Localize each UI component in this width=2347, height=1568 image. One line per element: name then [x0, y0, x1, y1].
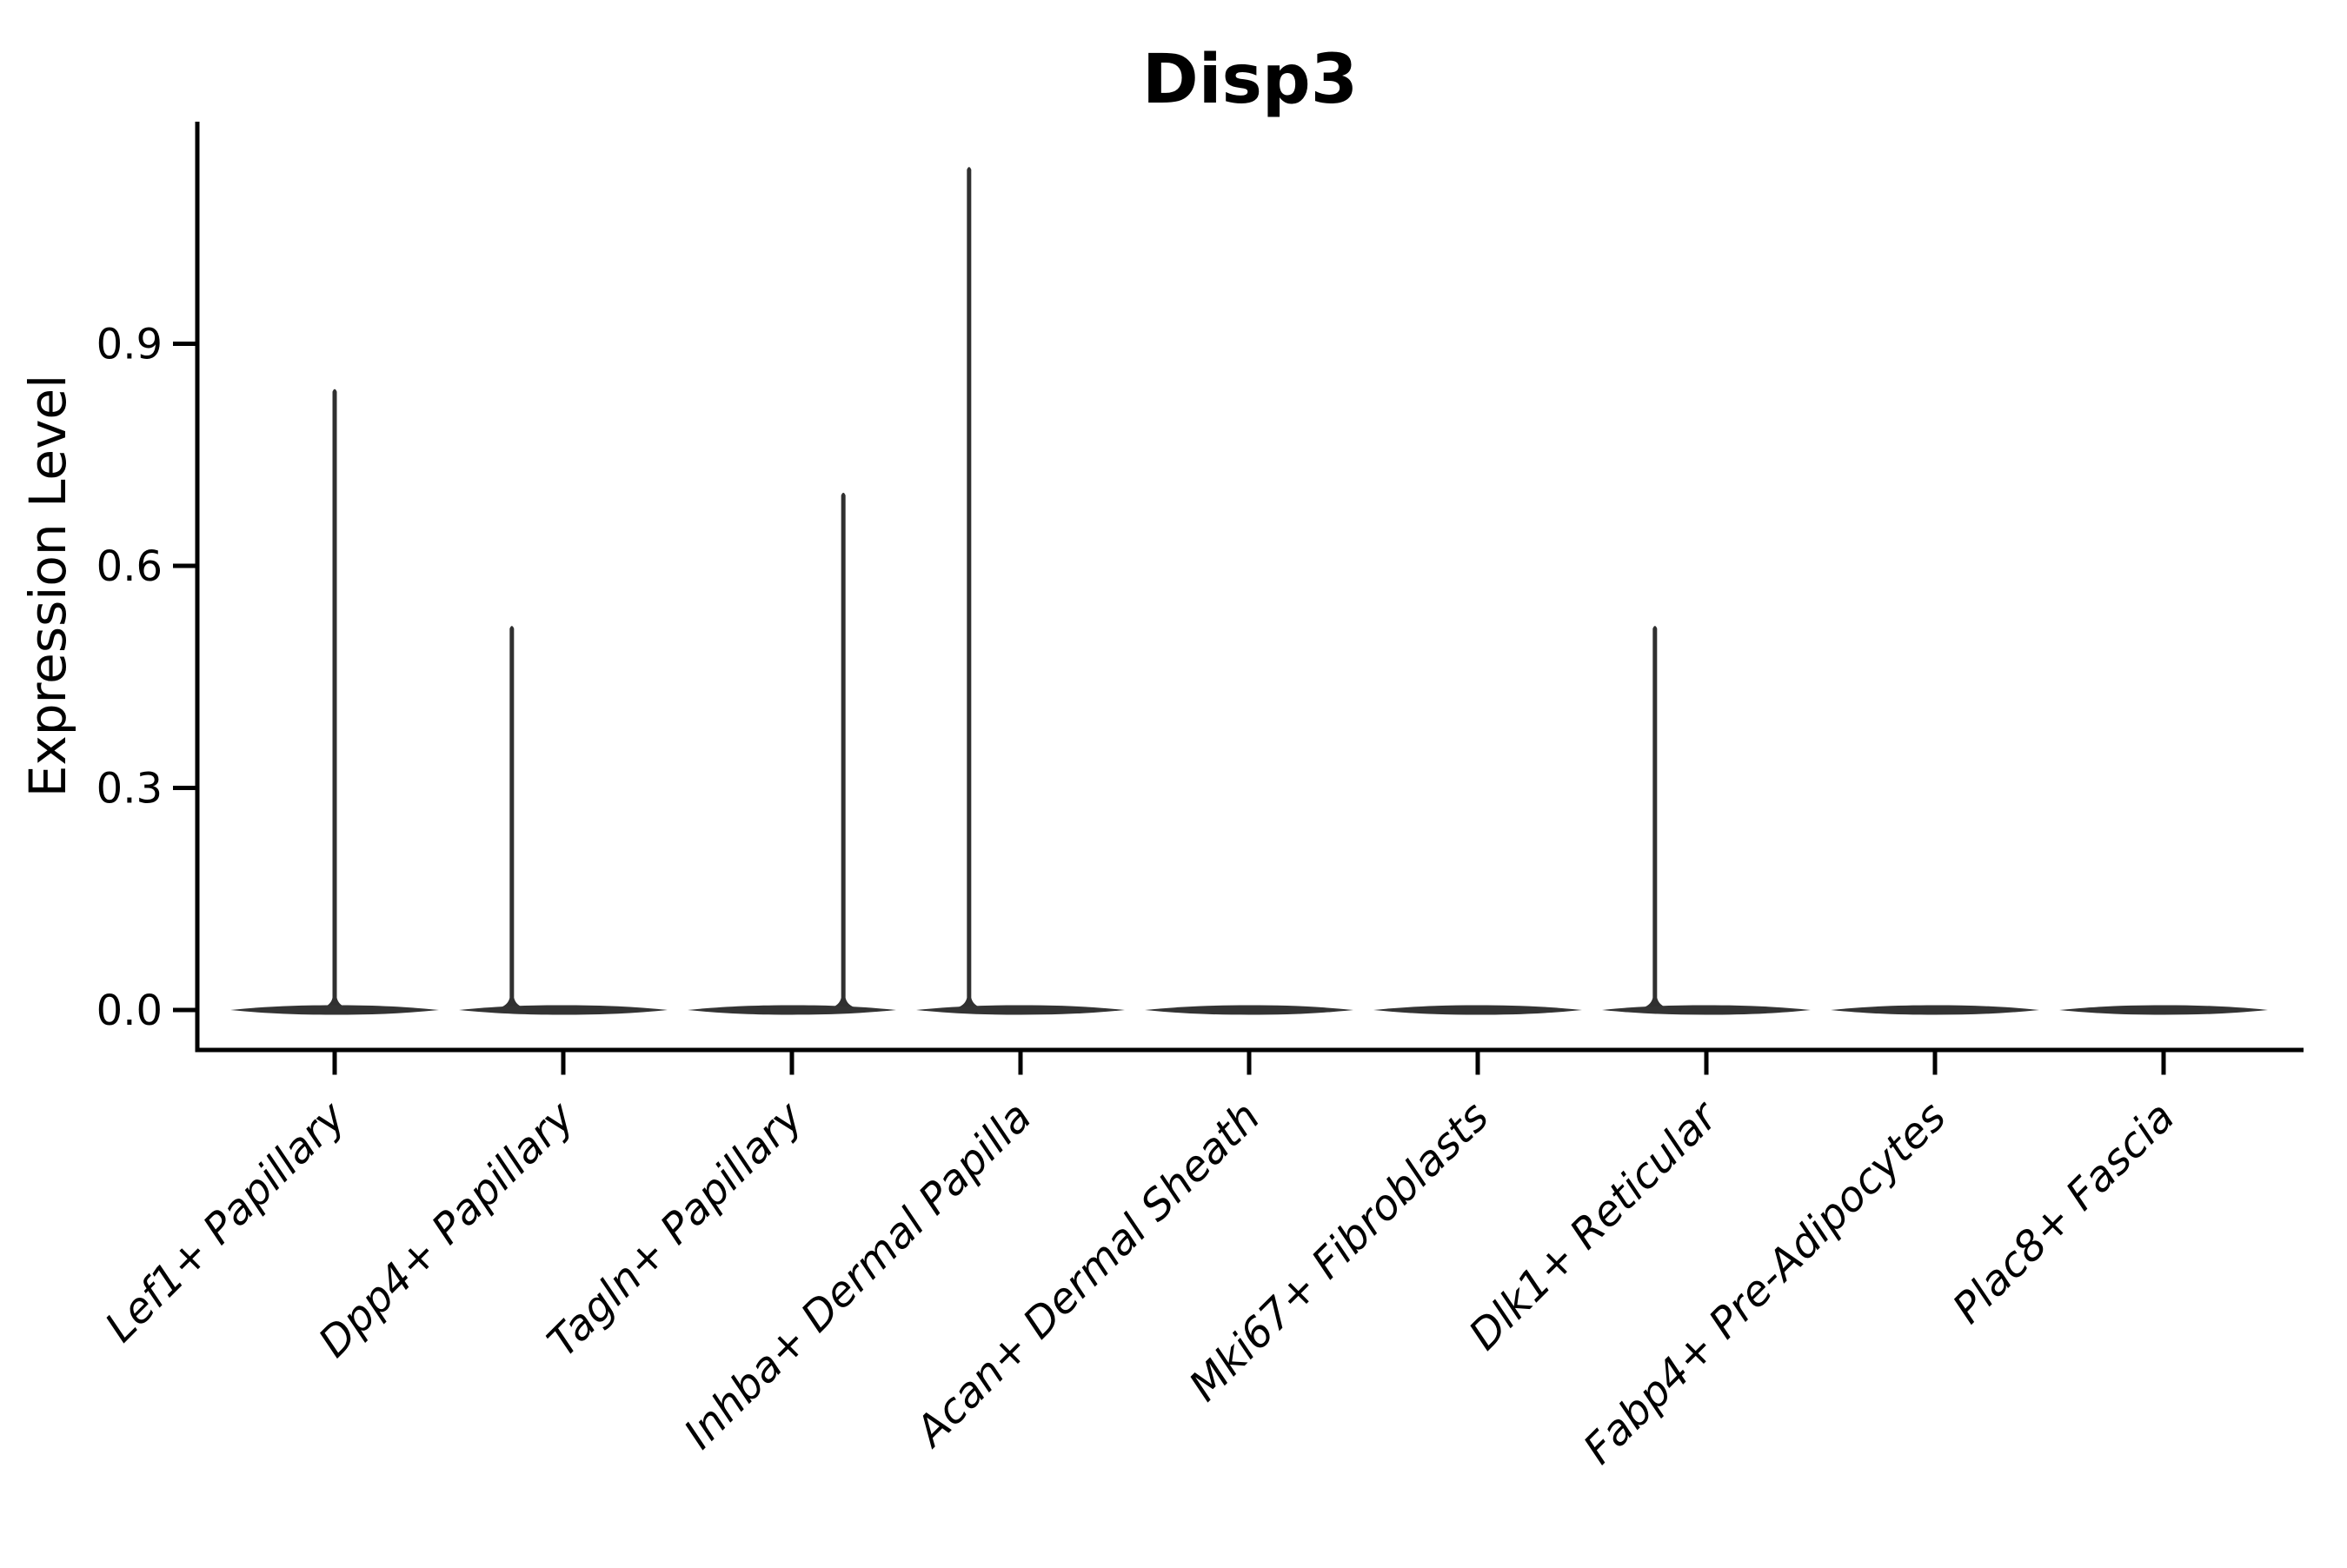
x-tick-mark: [789, 1052, 795, 1075]
x-tick-mark: [2161, 1052, 2166, 1075]
y-tick-label: 0.0: [96, 987, 163, 1035]
x-tick-mark: [1247, 1052, 1252, 1075]
y-tick-mark: [173, 563, 197, 568]
violin-7: [1602, 626, 1811, 1015]
x-tick-mark: [1018, 1052, 1023, 1075]
x-tick-label: Fabp4+ Pre-Adipocytes: [1574, 1093, 1956, 1474]
x-tick-mark: [1932, 1052, 1938, 1075]
violin-spike: [829, 492, 858, 1009]
y-tick-label: 0.6: [96, 542, 163, 591]
y-tick-mark: [173, 1007, 197, 1013]
violin-spike: [321, 389, 349, 1009]
x-tick-label: Plac8+ Fascia: [1944, 1093, 2184, 1333]
x-tick-label: Tagln+ Papillary: [538, 1092, 813, 1366]
violin-spike: [954, 167, 983, 1009]
y-tick-label: 0.3: [96, 765, 163, 814]
violin-spike: [497, 626, 526, 1009]
violin-body: [1145, 1005, 1353, 1015]
violin-1: [230, 389, 439, 1015]
violin-spike: [1640, 626, 1669, 1009]
chart-title: Disp3: [1142, 41, 1358, 119]
violin-6: [1373, 1005, 1582, 1015]
violin-body: [1831, 1005, 2039, 1015]
violin-body: [688, 1005, 896, 1015]
violin-2: [459, 626, 668, 1015]
violin-body: [1602, 1005, 1811, 1015]
violin-body: [459, 1005, 668, 1015]
y-tick-label: 0.9: [96, 321, 163, 369]
y-axis-spine: [195, 122, 200, 1050]
x-tick-mark: [1704, 1052, 1709, 1075]
x-tick-label: Lef1+ Papillary: [96, 1092, 356, 1352]
x-tick-mark: [332, 1052, 337, 1075]
violin-4: [916, 167, 1125, 1015]
y-axis-label: Expression Level: [18, 375, 77, 797]
violin-5: [1145, 1005, 1353, 1015]
violin-body: [1373, 1005, 1582, 1015]
y-tick-mark: [173, 342, 197, 347]
x-tick-label: Dpp4+ Papillary: [309, 1092, 584, 1366]
x-tick-label: Dlk1+ Reticular: [1459, 1091, 1729, 1360]
violin-body: [2059, 1005, 2268, 1015]
violin-body: [230, 1005, 439, 1015]
y-tick-mark: [173, 786, 197, 791]
violins: [230, 167, 2268, 1015]
violin-9: [2059, 1005, 2268, 1015]
violin-body: [916, 1005, 1125, 1015]
axes: 0.0 0.3 0.6 0.9: [96, 122, 2304, 1075]
x-tick-mark: [1475, 1052, 1480, 1075]
violin-8: [1831, 1005, 2039, 1015]
x-axis-spine: [195, 1047, 2304, 1053]
x-tick-mark: [561, 1052, 566, 1075]
violin-3: [688, 492, 896, 1015]
